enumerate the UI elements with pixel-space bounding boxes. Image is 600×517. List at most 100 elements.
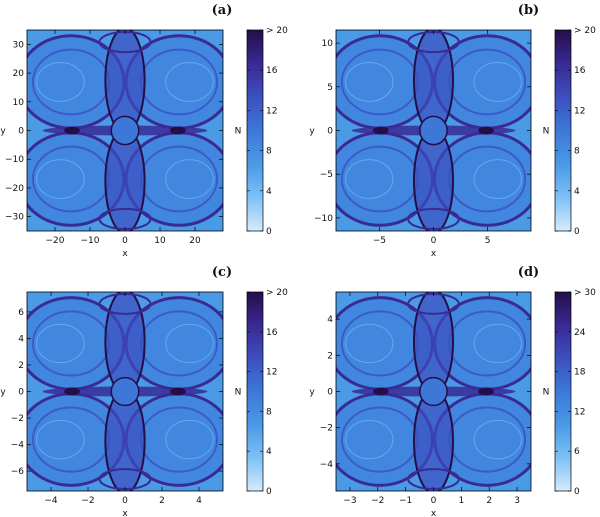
x-tick-label: 0 (122, 496, 128, 506)
y-tick-label: 10 (13, 98, 25, 108)
dark-node (64, 126, 80, 135)
x-tick-label: −3 (343, 496, 356, 506)
x-axis-label: x (431, 509, 437, 517)
y-axis-label: y (309, 127, 315, 137)
colorbar-tick-label: 8 (266, 407, 272, 417)
colorbar-tick-label: 12 (574, 407, 585, 417)
x-tick-label: 0 (431, 496, 437, 506)
petal (414, 30, 453, 133)
lobe (434, 297, 531, 390)
x-tick-label: 20 (189, 236, 201, 246)
dark-node (373, 126, 389, 135)
center-ring (419, 115, 448, 146)
y-axis-label: y (0, 127, 6, 137)
x-tick-label: 2 (486, 496, 492, 506)
x-axis-label: x (122, 509, 128, 517)
lobe-light-arc (36, 419, 85, 460)
lobe-light-arc (473, 159, 522, 199)
x-tick-label: 4 (196, 496, 202, 506)
x-tick-label: −2 (371, 496, 384, 506)
y-tick-label: 6 (18, 308, 24, 318)
colorbar-label: N (543, 388, 550, 398)
heatmap-image (27, 30, 223, 231)
lobe (27, 35, 124, 129)
lobe (126, 35, 223, 129)
y-tick-label: −5 (320, 170, 333, 180)
center-ring (110, 115, 140, 146)
lobe-light-arc (345, 159, 394, 199)
petal (105, 30, 145, 133)
colorbar (246, 291, 264, 492)
lobe-light-arc (345, 323, 394, 364)
lobe-light-arc (36, 62, 85, 102)
colorbar-tick-label: 16 (574, 66, 586, 76)
lobe-light-arc (473, 323, 522, 364)
y-tick-label: −2 (11, 414, 24, 424)
lobe (336, 297, 433, 390)
colorbar-tick-label: 12 (574, 106, 585, 116)
colorbar-tick-label: 0 (266, 487, 272, 497)
petal (414, 389, 453, 491)
y-tick-label: −6 (11, 467, 25, 477)
x-tick-label: 10 (154, 236, 166, 246)
dark-node (373, 387, 389, 396)
colorbar-tick-label: > 20 (266, 288, 288, 298)
y-tick-label: −10 (5, 155, 24, 165)
dark-node (478, 126, 494, 135)
colorbar-tick-label: 16 (266, 66, 278, 76)
y-tick-label: −30 (5, 213, 24, 223)
x-axis-label: x (431, 249, 437, 259)
y-tick-label: 0 (18, 388, 24, 398)
petal (414, 292, 453, 394)
colorbar-label: N (235, 388, 242, 398)
heatmap-image (336, 292, 531, 491)
lobe (434, 35, 531, 129)
y-tick-label: −4 (320, 460, 334, 470)
colorbar (554, 291, 572, 492)
lobe (126, 297, 223, 390)
colorbar-tick-label: 8 (574, 147, 580, 157)
colorbar-tick-label: 12 (266, 368, 277, 378)
colorbar-tick-label: 4 (574, 187, 580, 197)
dark-node (170, 387, 186, 396)
dark-node (64, 387, 80, 396)
y-tick-label: 4 (327, 315, 333, 325)
lobe (126, 393, 223, 486)
panel-b: (b) −5 0 5 −10 −5 0 5 10 x y 0 4 8 12 16 > 20 N (309, 3, 596, 259)
y-tick-label: −2 (320, 424, 333, 434)
colorbar-tick-label: 0 (574, 227, 580, 237)
lobe-light-arc (345, 62, 394, 102)
lobe-light-arc (36, 323, 85, 364)
x-tick-label: −1 (399, 496, 412, 506)
dark-node (170, 126, 186, 135)
y-tick-label: −4 (11, 441, 25, 451)
panel-label: (d) (518, 265, 539, 280)
lobe (27, 393, 124, 486)
panel-c: (c) −4 −2 0 2 4 −6 −4 −2 0 2 4 6 x y 0 4 8 12 16 > 20 N (0, 265, 288, 517)
colorbar-tick-label: > 30 (574, 288, 596, 298)
lobe-light-arc (36, 159, 85, 199)
y-tick-label: 4 (18, 334, 24, 344)
lobe-light-arc (165, 159, 214, 199)
petal (105, 389, 145, 491)
x-tick-label: −5 (373, 236, 386, 246)
lobe (434, 132, 531, 226)
x-tick-label: 5 (485, 236, 491, 246)
x-tick-label: −4 (44, 496, 58, 506)
petal (105, 292, 145, 394)
y-tick-label: 0 (327, 127, 333, 137)
petal (105, 128, 145, 231)
x-tick-label: −10 (81, 236, 100, 246)
x-tick-label: −2 (81, 496, 94, 506)
colorbar-tick-label: 24 (574, 328, 586, 338)
colorbar-tick-label: > 20 (266, 26, 288, 36)
colorbar-tick-label: 18 (574, 368, 586, 378)
colorbar-tick-label: 16 (266, 328, 278, 338)
lobe (126, 132, 223, 226)
y-tick-label: 5 (327, 83, 333, 93)
lobe (336, 132, 433, 226)
colorbar (554, 29, 572, 232)
colorbar-tick-label: 0 (574, 487, 580, 497)
